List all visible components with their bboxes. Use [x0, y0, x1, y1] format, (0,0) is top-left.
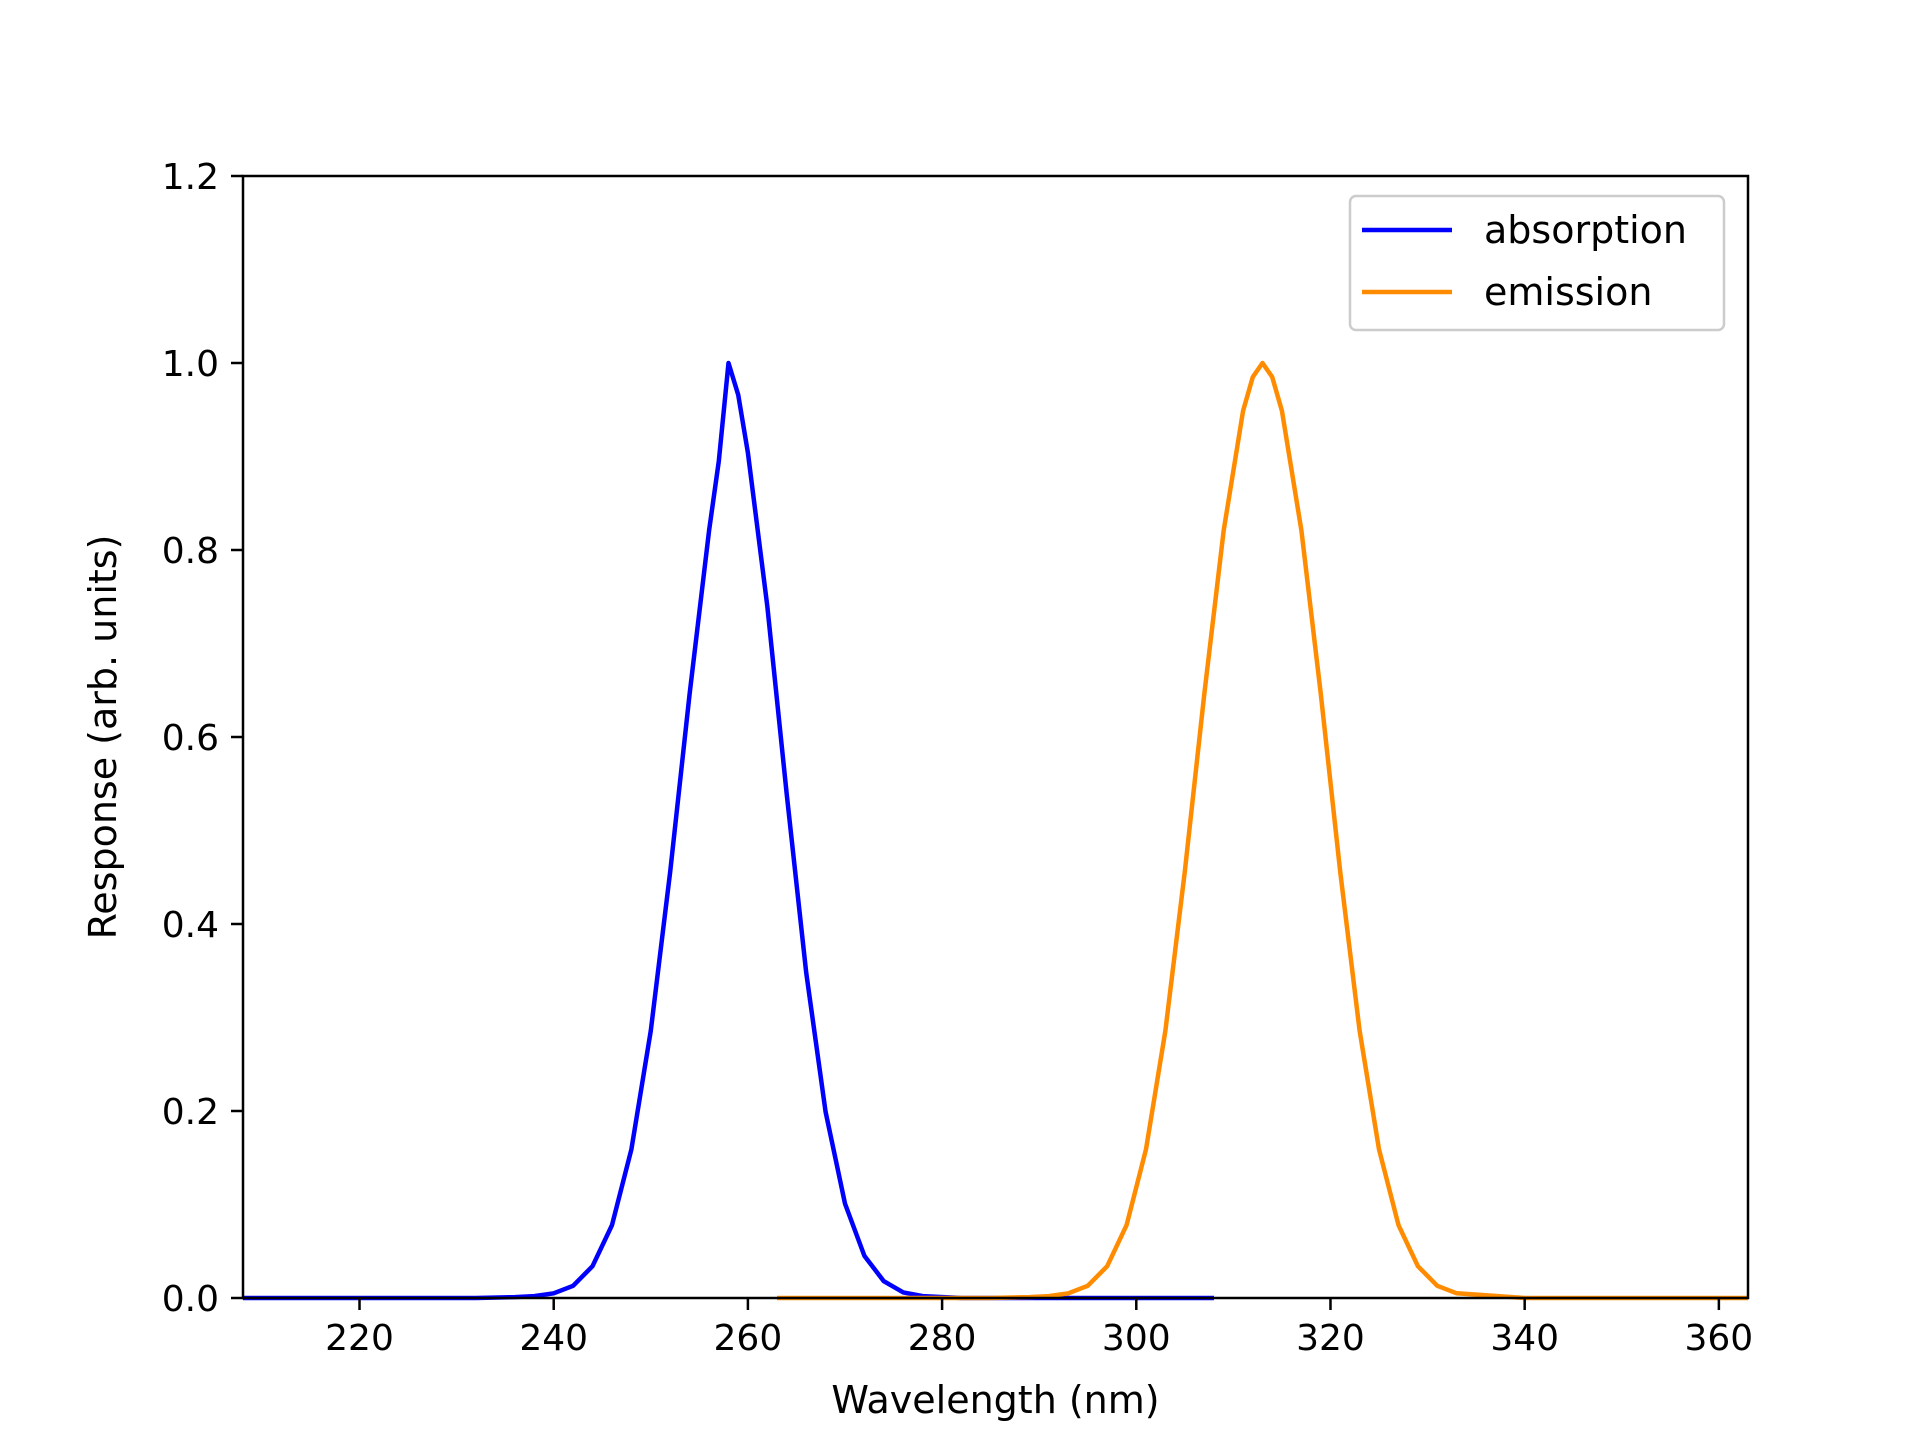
legend-label-absorption: absorption: [1484, 208, 1687, 252]
y-tick-label: 0.8: [162, 531, 219, 572]
y-axis-label: Response (arb. units): [81, 535, 125, 940]
legend-label-emission: emission: [1484, 270, 1652, 314]
y-tick-label: 0.0: [162, 1279, 219, 1320]
x-tick-label: 280: [908, 1318, 977, 1359]
x-tick-label: 320: [1296, 1318, 1365, 1359]
y-tick-label: 0.6: [162, 718, 219, 759]
y-tick-label: 1.2: [162, 157, 219, 198]
x-axis-label: Wavelength (nm): [831, 1378, 1159, 1422]
y-tick-label: 0.4: [162, 905, 219, 946]
legend: absorption emission: [1348, 194, 1726, 332]
series-line-emission: [777, 360, 1748, 1301]
x-tick-label: 300: [1102, 1318, 1171, 1359]
series-layer: [243, 360, 1748, 1301]
y-tick-label: 1.0: [162, 344, 219, 385]
x-tick-label: 220: [325, 1318, 394, 1359]
y-tick-label: 0.2: [162, 1092, 219, 1133]
series-line-absorption: [243, 360, 1214, 1301]
x-tick-label: 340: [1490, 1318, 1559, 1359]
x-tick-label: 240: [519, 1318, 588, 1359]
x-tick-label: 360: [1685, 1318, 1754, 1359]
x-tick-label: 260: [714, 1318, 783, 1359]
tick-layer: 220 240 260 280 300 320 340 360 0.0 0.2 0.4 0.6 0.8 1…: [162, 157, 1753, 1359]
